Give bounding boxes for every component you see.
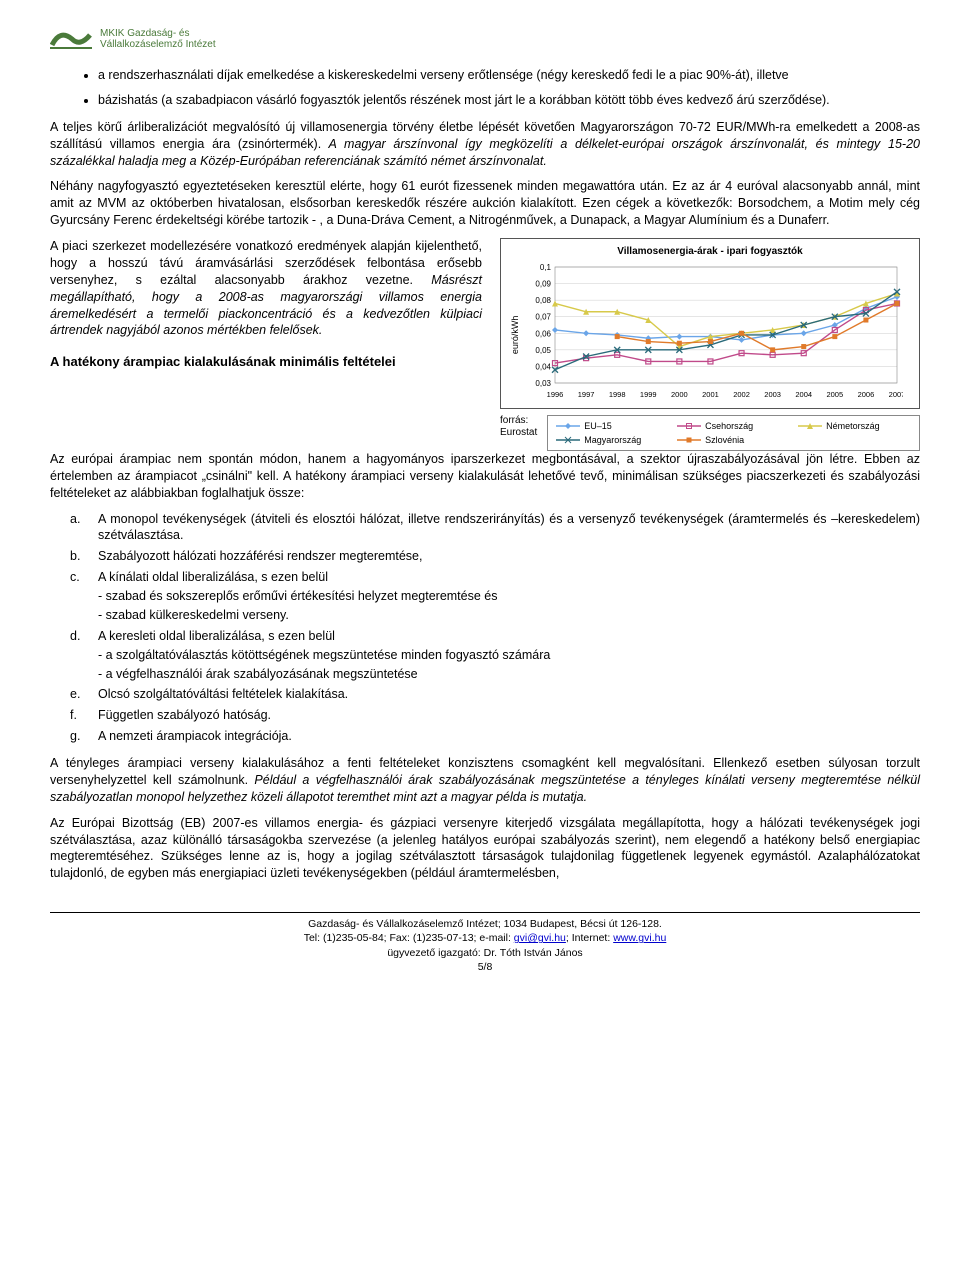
list-item: - szabad külkereskedelmi verseny.	[98, 607, 920, 624]
page-number: 5/8	[478, 961, 493, 973]
footer-email-link[interactable]: gvi@gvi.hu	[514, 932, 566, 944]
paragraph: Az európai árampiac nem spontán módon, h…	[50, 451, 920, 502]
list-item: g.A nemzeti árampiacok integrációja.	[98, 728, 920, 745]
top-bullet-list: a rendszerhasználati díjak emelkedése a …	[50, 67, 920, 109]
svg-text:0,09: 0,09	[536, 279, 552, 288]
price-chart: Villamosenergia-árak - ipari fogyasztók …	[500, 238, 920, 409]
logo-mark-icon	[50, 25, 92, 53]
paragraph: A tényleges árampiaci verseny kialakulás…	[50, 755, 920, 806]
section-heading: A hatékony árampiac kialakulásának minim…	[50, 353, 482, 371]
svg-text:2006: 2006	[858, 390, 875, 399]
list-item: bázishatás (a szabadpiacon vásárló fogya…	[98, 92, 920, 109]
list-item: e.Olcsó szolgáltatóváltási feltételek ki…	[98, 686, 920, 703]
svg-text:1999: 1999	[640, 390, 657, 399]
list-item: - szabad és sokszereplős erőművi értékes…	[98, 588, 920, 605]
page-footer: Gazdaság- és Vállalkozáselemző Intézet; …	[50, 912, 920, 974]
legend-item: Németország	[798, 420, 911, 432]
svg-text:2007: 2007	[889, 390, 903, 399]
chart-ylabel: euró/kWh	[507, 263, 523, 406]
chart-legend: EU–15 Csehország Németország Magyarország Sz…	[547, 415, 920, 451]
legend-item: Csehország	[677, 420, 790, 432]
legend-item: EU–15	[556, 420, 669, 432]
list-item: a.A monopol tevékenységek (átviteli és e…	[98, 511, 920, 545]
svg-text:1996: 1996	[547, 390, 564, 399]
svg-text:2001: 2001	[702, 390, 719, 399]
chart-title: Villamosenergia-árak - ipari fogyasztók	[507, 245, 913, 259]
paragraph: Néhány nagyfogyasztó egyeztetéseken kere…	[50, 178, 920, 229]
chart-svg: 0,03 0,04 0,05 0,06 0,07 0,08 0,09 0,1 1996 1997 1…	[523, 263, 903, 403]
svg-text:2004: 2004	[796, 390, 813, 399]
svg-text:1997: 1997	[578, 390, 595, 399]
list-item: d.A keresleti oldal liberalizálása, s ez…	[98, 628, 920, 683]
list-item: a rendszerhasználati díjak emelkedése a …	[98, 67, 920, 84]
logo-text: MKIK Gazdaság- és Vállalkozáselemző Inté…	[100, 28, 216, 51]
list-item: - a szolgáltatóválasztás kötöttségének m…	[98, 647, 920, 664]
svg-text:2005: 2005	[827, 390, 844, 399]
svg-text:0,08: 0,08	[536, 296, 552, 305]
svg-text:0,06: 0,06	[536, 329, 552, 338]
svg-text:2000: 2000	[671, 390, 688, 399]
list-item: c.A kínálati oldal liberalizálása, s eze…	[98, 569, 920, 624]
lettered-list: a.A monopol tevékenységek (átviteli és e…	[50, 511, 920, 746]
svg-text:0,03: 0,03	[536, 379, 552, 388]
svg-text:2002: 2002	[733, 390, 750, 399]
svg-text:0,05: 0,05	[536, 345, 552, 354]
svg-text:0,04: 0,04	[536, 362, 552, 371]
svg-text:1998: 1998	[609, 390, 626, 399]
svg-text:0,07: 0,07	[536, 312, 552, 321]
list-item: f.Független szabályozó hatóság.	[98, 707, 920, 724]
paragraph: A teljes körű árliberalizációt megvalósí…	[50, 119, 920, 170]
svg-text:2003: 2003	[764, 390, 781, 399]
footer-web-link[interactable]: www.gvi.hu	[613, 932, 666, 944]
legend-item: Magyarország	[556, 434, 669, 446]
header-logo: MKIK Gazdaság- és Vállalkozáselemző Inté…	[50, 25, 920, 53]
list-item: b.Szabályozott hálózati hozzáférési rend…	[98, 548, 920, 565]
legend-item: Szlovénia	[677, 434, 790, 446]
chart-source: forrás: Eurostat	[500, 415, 537, 439]
list-item: - a végfelhasználói árak szabályozásának…	[98, 666, 920, 683]
svg-text:0,1: 0,1	[540, 263, 552, 272]
paragraph: A piaci szerkezet modellezésére vonatkoz…	[50, 238, 482, 339]
paragraph: Az Európai Bizottság (EB) 2007-es villam…	[50, 815, 920, 883]
